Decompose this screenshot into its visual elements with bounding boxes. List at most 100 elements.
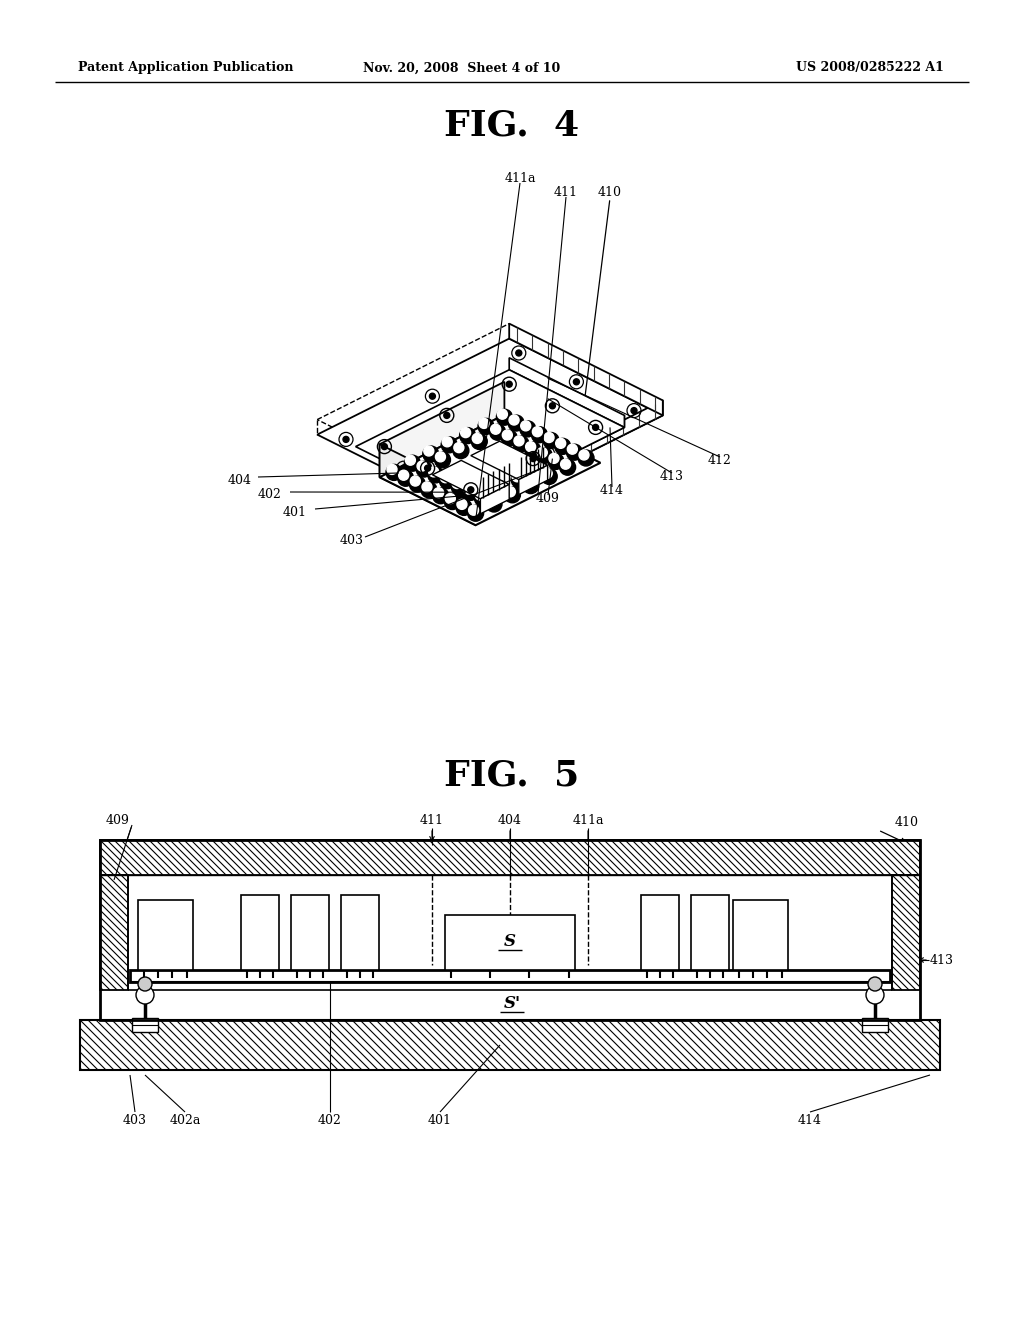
Circle shape <box>442 437 453 446</box>
Text: 413: 413 <box>930 953 954 966</box>
Circle shape <box>494 480 504 491</box>
Bar <box>132 1018 158 1032</box>
Circle shape <box>514 436 524 446</box>
Circle shape <box>458 494 464 500</box>
Text: 409: 409 <box>536 491 560 504</box>
Bar <box>291 895 329 970</box>
Circle shape <box>486 496 502 512</box>
Polygon shape <box>380 381 505 478</box>
Circle shape <box>521 421 530 430</box>
Circle shape <box>509 414 519 425</box>
Text: Nov. 20, 2008  Sheet 4 of 10: Nov. 20, 2008 Sheet 4 of 10 <box>364 62 560 74</box>
Bar <box>241 895 279 970</box>
Circle shape <box>555 438 570 454</box>
Text: FIG.  4: FIG. 4 <box>444 108 580 143</box>
Circle shape <box>593 425 599 430</box>
Circle shape <box>530 455 537 462</box>
Polygon shape <box>355 370 625 504</box>
Bar <box>130 970 890 982</box>
Circle shape <box>506 487 515 496</box>
Text: 403: 403 <box>123 1114 147 1126</box>
Circle shape <box>410 477 425 492</box>
Polygon shape <box>432 461 509 499</box>
Circle shape <box>386 465 402 480</box>
Circle shape <box>434 451 451 467</box>
Circle shape <box>513 436 529 451</box>
Circle shape <box>463 484 478 500</box>
Circle shape <box>387 465 397 474</box>
Circle shape <box>468 506 483 521</box>
Bar <box>341 895 379 970</box>
Circle shape <box>464 484 474 495</box>
Circle shape <box>472 433 482 444</box>
Text: 402a: 402a <box>169 1114 201 1126</box>
Circle shape <box>425 465 431 471</box>
Circle shape <box>478 418 494 434</box>
Bar <box>100 840 920 875</box>
Polygon shape <box>380 445 475 525</box>
Circle shape <box>523 478 539 494</box>
Text: 411: 411 <box>554 186 578 198</box>
Circle shape <box>429 467 438 477</box>
Circle shape <box>524 478 534 487</box>
Circle shape <box>441 437 457 453</box>
Circle shape <box>453 442 469 458</box>
Polygon shape <box>509 323 663 416</box>
Bar <box>100 840 920 1020</box>
Circle shape <box>479 418 489 429</box>
Circle shape <box>538 447 547 458</box>
Bar <box>733 900 788 970</box>
Circle shape <box>548 453 564 470</box>
Circle shape <box>866 986 884 1005</box>
Polygon shape <box>317 339 663 511</box>
Circle shape <box>511 471 527 488</box>
Text: 401: 401 <box>283 506 307 519</box>
Bar <box>100 875 128 990</box>
Circle shape <box>424 446 434 455</box>
Circle shape <box>549 453 559 463</box>
Circle shape <box>529 462 546 479</box>
Circle shape <box>343 437 349 442</box>
Circle shape <box>432 487 449 504</box>
Circle shape <box>560 459 570 469</box>
Circle shape <box>489 424 506 441</box>
Text: US 2008/0285222 A1: US 2008/0285222 A1 <box>796 62 944 74</box>
Circle shape <box>440 473 451 483</box>
Circle shape <box>435 451 445 462</box>
Text: 414: 414 <box>798 1114 822 1126</box>
Circle shape <box>451 479 467 495</box>
Circle shape <box>544 433 554 442</box>
Text: 402: 402 <box>258 488 282 502</box>
Text: 411: 411 <box>420 813 444 826</box>
Text: 410: 410 <box>598 186 622 198</box>
Text: 403: 403 <box>340 533 364 546</box>
Circle shape <box>433 487 443 498</box>
Circle shape <box>520 421 536 437</box>
Circle shape <box>423 446 439 462</box>
Circle shape <box>454 442 464 453</box>
Circle shape <box>439 473 456 488</box>
Circle shape <box>537 447 552 463</box>
Circle shape <box>398 470 409 480</box>
Circle shape <box>543 433 559 449</box>
Text: 409: 409 <box>106 813 130 826</box>
Text: 413: 413 <box>660 470 684 483</box>
Bar <box>138 900 193 970</box>
Circle shape <box>452 479 462 488</box>
Bar <box>691 895 729 970</box>
Circle shape <box>505 487 520 503</box>
Circle shape <box>461 428 471 438</box>
Text: 412: 412 <box>708 454 732 466</box>
Circle shape <box>532 426 543 437</box>
Polygon shape <box>380 414 600 525</box>
Circle shape <box>531 426 548 442</box>
Circle shape <box>404 455 421 471</box>
Text: 410: 410 <box>895 816 919 829</box>
Polygon shape <box>480 484 509 513</box>
Circle shape <box>530 462 541 473</box>
Circle shape <box>550 403 555 409</box>
Circle shape <box>429 393 435 399</box>
Polygon shape <box>519 465 548 495</box>
Bar <box>641 895 679 970</box>
Text: 401: 401 <box>428 1114 452 1126</box>
